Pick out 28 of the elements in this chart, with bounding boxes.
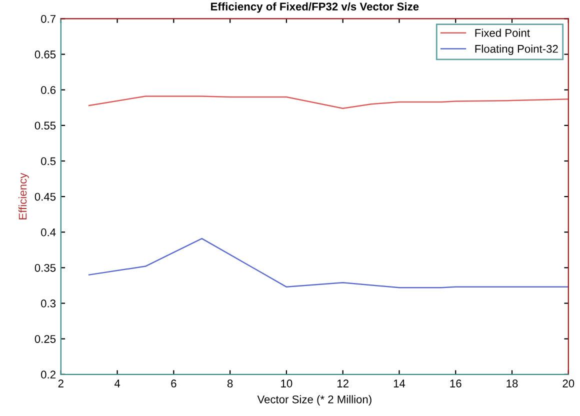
x-axis-title: Vector Size (* 2 Million) <box>257 395 372 406</box>
y-tick-label: 0.35 <box>34 264 56 272</box>
y-tick-label: 0.55 <box>34 122 56 130</box>
x-tick-label: 10 <box>281 380 292 388</box>
x-tick-label: 14 <box>394 380 406 388</box>
x-tick-label: 20 <box>562 380 574 388</box>
y-tick-label: 0.25 <box>34 335 56 343</box>
y-tick-label: 0.3 <box>41 300 56 308</box>
legend-label: Fixed Point <box>475 28 530 37</box>
y-tick-label: 0.5 <box>41 157 56 166</box>
legend-label: Floating Point-32 <box>475 44 558 55</box>
y-tick-label: 0.2 <box>41 370 56 379</box>
x-tick-label: 8 <box>227 380 233 388</box>
chart-title: Efficiency of Fixed/FP32 v/s Vector Size <box>211 2 419 13</box>
x-tick-label: 16 <box>450 380 462 388</box>
y-tick-label: 0.4 <box>41 228 56 236</box>
y-tick-label: 0.45 <box>34 192 56 201</box>
y-tick-label: 0.65 <box>34 50 56 58</box>
line-series <box>88 238 568 288</box>
x-tick-label: 6 <box>171 380 176 388</box>
line-series <box>88 96 568 109</box>
x-tick-label: 12 <box>338 380 348 388</box>
y-tick-label: 0.7 <box>41 14 56 23</box>
y-tick-label: 0.6 <box>41 86 56 94</box>
x-tick-label: 18 <box>506 380 518 388</box>
x-tick-label: 2 <box>58 380 64 388</box>
y-axis-title: Efficiency <box>18 172 29 220</box>
x-tick-label: 4 <box>114 380 120 388</box>
